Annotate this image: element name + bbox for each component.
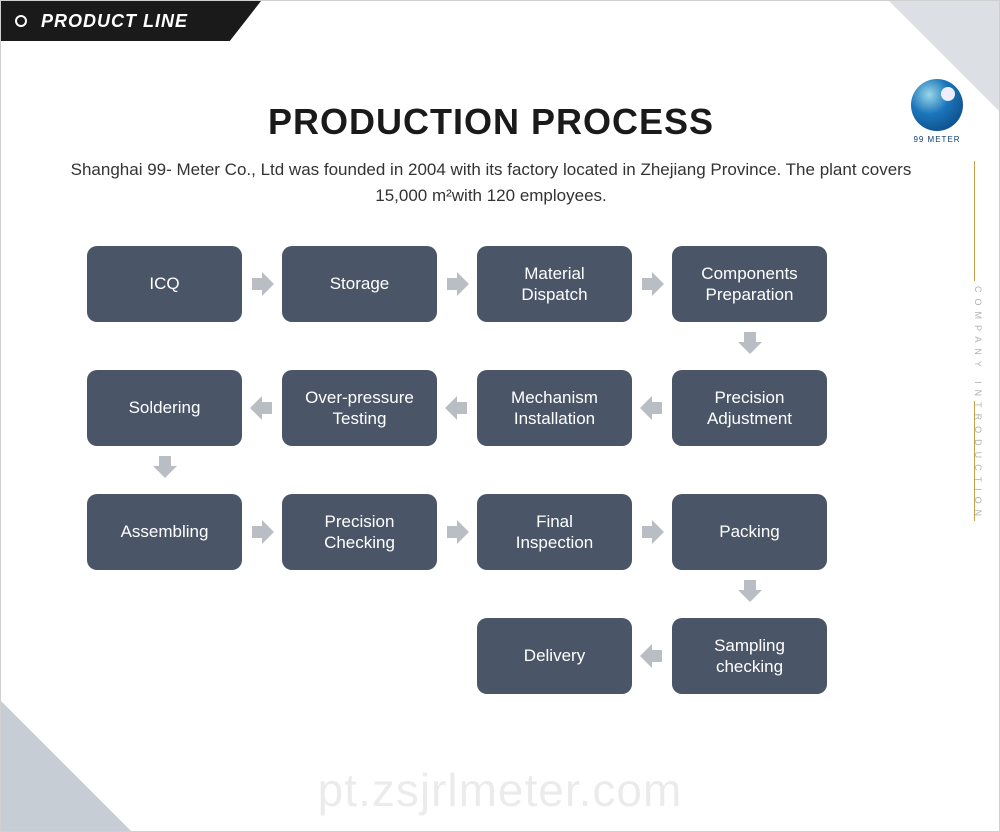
- page-title: PRODUCTION PROCESS: [51, 101, 931, 143]
- flow-connector-row-2-3: [87, 452, 895, 488]
- main-content: PRODUCTION PROCESS Shanghai 99- Meter Co…: [51, 101, 931, 700]
- flow-node-storage: Storage: [282, 246, 437, 322]
- section-banner: PRODUCT LINE: [1, 1, 261, 41]
- divider-line-bottom: [974, 401, 975, 521]
- flow-connector-row-1-2: [87, 328, 895, 364]
- divider-line-top: [974, 161, 975, 281]
- banner-bullet-icon: [15, 15, 27, 27]
- flow-row-1: ICQ Storage MaterialDispatch ComponentsP…: [87, 246, 895, 322]
- arrow-right-icon: [437, 518, 477, 546]
- flow-node-sampling-checking: Samplingchecking: [672, 618, 827, 694]
- arrow-left-icon: [437, 394, 477, 422]
- arrow-left-icon: [632, 394, 672, 422]
- arrow-right-icon: [632, 518, 672, 546]
- banner-label: PRODUCT LINE: [41, 11, 188, 32]
- arrow-right-icon: [242, 270, 282, 298]
- watermark-text: pt.zsjrlmeter.com: [1, 763, 999, 817]
- flow-node-material-dispatch: MaterialDispatch: [477, 246, 632, 322]
- arrow-left-icon: [632, 642, 672, 670]
- flow-node-final-inspection: FinalInspection: [477, 494, 632, 570]
- flow-node-precision-adjustment: PrecisionAdjustment: [672, 370, 827, 446]
- arrow-down-icon: [87, 452, 242, 488]
- flow-connector-row-3-4: [87, 576, 895, 612]
- flow-node-components-preparation: ComponentsPreparation: [672, 246, 827, 322]
- flow-node-delivery: Delivery: [477, 618, 632, 694]
- arrow-down-icon: [672, 576, 827, 612]
- flow-row-3: Assembling PrecisionChecking FinalInspec…: [87, 494, 895, 570]
- flow-node-mechanism-installation: MechanismInstallation: [477, 370, 632, 446]
- flowchart: ICQ Storage MaterialDispatch ComponentsP…: [51, 246, 931, 694]
- arrow-left-icon: [242, 394, 282, 422]
- arrow-right-icon: [632, 270, 672, 298]
- flow-node-precision-checking: PrecisionChecking: [282, 494, 437, 570]
- flow-row-2: Soldering Over-pressureTesting Mechanism…: [87, 370, 895, 446]
- page-subtitle: Shanghai 99- Meter Co., Ltd was founded …: [51, 157, 931, 208]
- arrow-right-icon: [437, 270, 477, 298]
- flow-node-over-pressure-testing: Over-pressureTesting: [282, 370, 437, 446]
- flow-row-4: Delivery Samplingchecking: [87, 618, 895, 694]
- arrow-down-icon: [672, 328, 827, 364]
- flow-node-assembling: Assembling: [87, 494, 242, 570]
- flow-node-icq: ICQ: [87, 246, 242, 322]
- flow-node-packing: Packing: [672, 494, 827, 570]
- corner-triangle-bottom-left: [1, 701, 131, 831]
- flow-node-soldering: Soldering: [87, 370, 242, 446]
- arrow-right-icon: [242, 518, 282, 546]
